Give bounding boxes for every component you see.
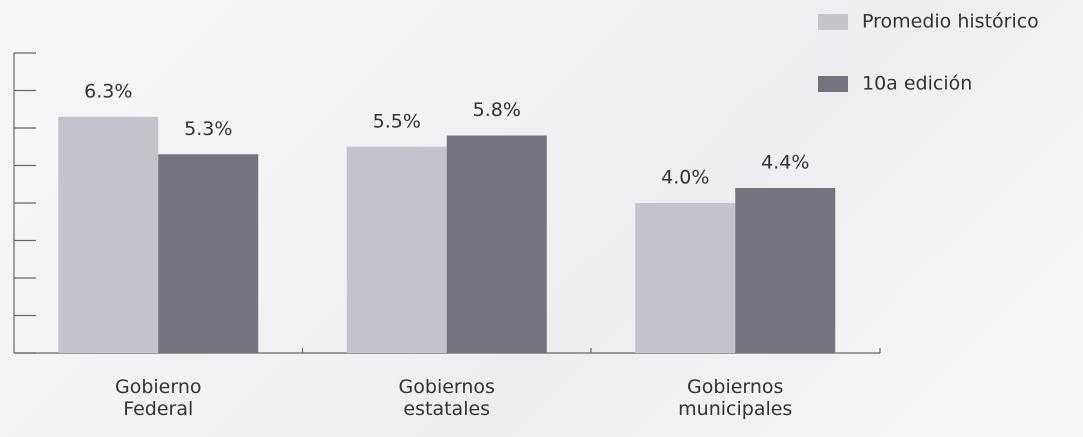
x-tick-label: Gobiernos estatales: [398, 376, 495, 420]
legend-label: 10a edición: [862, 73, 972, 95]
bar: [158, 154, 259, 353]
bar: [346, 146, 447, 353]
value-label: 6.3%: [84, 80, 132, 102]
bar: [635, 203, 736, 353]
value-label: 5.8%: [473, 99, 521, 121]
legend-label: Promedio histórico: [862, 11, 1039, 33]
value-label: 4.4%: [761, 152, 809, 174]
x-tick-label: Gobierno Federal: [114, 376, 202, 420]
bar: [735, 188, 836, 353]
value-label: 5.5%: [373, 110, 421, 132]
bar: [446, 135, 547, 353]
x-tick-label: Gobiernos municipales: [678, 376, 793, 420]
value-label: 4.0%: [661, 167, 709, 189]
legend-swatch: [818, 14, 848, 30]
value-label: 5.3%: [184, 118, 232, 140]
legend-swatch: [818, 76, 848, 92]
bar: [58, 116, 159, 353]
